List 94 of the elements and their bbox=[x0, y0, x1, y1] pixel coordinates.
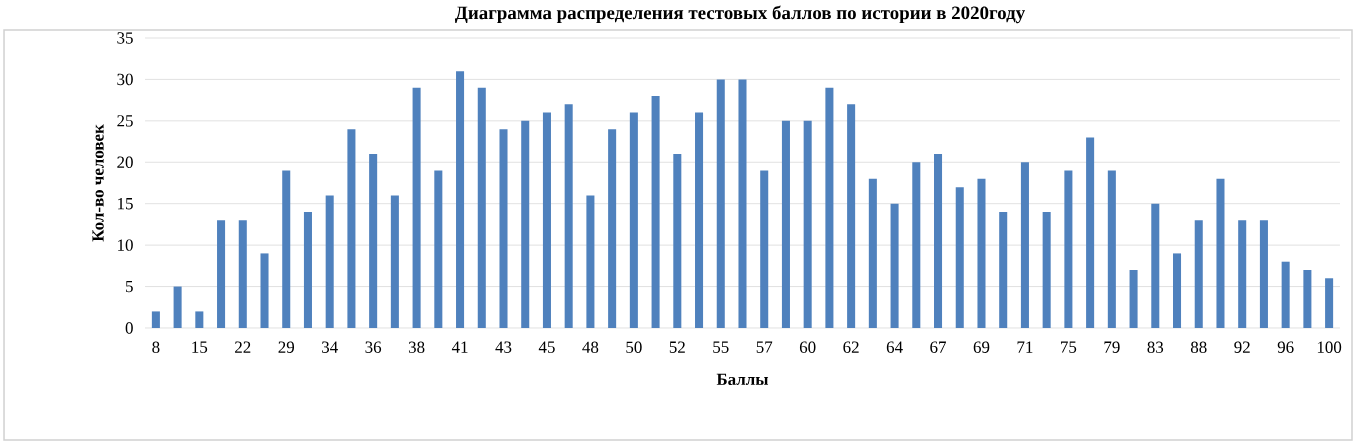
x-tick-label: 55 bbox=[713, 341, 729, 353]
x-tick-label: 52 bbox=[669, 341, 685, 353]
bar bbox=[651, 95, 660, 328]
bar bbox=[325, 195, 334, 328]
bar bbox=[260, 253, 269, 328]
bar bbox=[1064, 170, 1073, 328]
x-tick-label: 60 bbox=[799, 341, 816, 353]
bar bbox=[955, 187, 964, 328]
bar bbox=[738, 79, 747, 328]
bar bbox=[608, 129, 617, 328]
x-tick-label: 62 bbox=[843, 341, 859, 353]
x-tick-label: 45 bbox=[538, 341, 555, 353]
y-tick-label: 20 bbox=[117, 156, 133, 168]
x-tick-label: 43 bbox=[495, 341, 512, 353]
bar bbox=[847, 104, 856, 328]
x-tick-label: 83 bbox=[1147, 341, 1164, 353]
bar bbox=[1194, 220, 1203, 328]
bar bbox=[1303, 269, 1312, 328]
bar bbox=[564, 104, 573, 328]
bar bbox=[673, 153, 682, 328]
x-tick-label: 96 bbox=[1277, 341, 1294, 353]
bar bbox=[542, 112, 551, 328]
x-tick-label: 50 bbox=[626, 341, 642, 353]
bar bbox=[195, 311, 204, 328]
bar bbox=[825, 87, 834, 328]
x-tick-label: 92 bbox=[1234, 341, 1250, 353]
x-tick-label: 71 bbox=[1017, 341, 1033, 353]
x-tick-label: 22 bbox=[235, 341, 251, 353]
bar bbox=[1107, 170, 1116, 328]
x-tick-label: 29 bbox=[278, 341, 295, 353]
bar bbox=[1173, 253, 1182, 328]
bar bbox=[586, 195, 595, 328]
bar bbox=[977, 178, 986, 328]
bar bbox=[695, 112, 704, 328]
bar bbox=[434, 170, 443, 328]
y-tick-label: 25 bbox=[117, 115, 133, 127]
bar bbox=[890, 203, 899, 328]
bar bbox=[1281, 261, 1290, 328]
bar bbox=[912, 162, 921, 328]
y-tick-label: 10 bbox=[118, 239, 133, 251]
x-tick-label: 41 bbox=[451, 341, 468, 353]
x-tick-label: 75 bbox=[1061, 341, 1077, 353]
bar bbox=[521, 120, 530, 328]
bar bbox=[629, 112, 638, 328]
x-tick-label: 67 bbox=[930, 341, 947, 353]
x-axis-title: Баллы bbox=[716, 373, 769, 386]
x-tick-label: 100 bbox=[1317, 341, 1342, 353]
x-tick-label: 36 bbox=[365, 341, 382, 353]
x-tick-label: 79 bbox=[1104, 341, 1120, 353]
bar bbox=[803, 120, 812, 328]
bar bbox=[934, 153, 943, 328]
bar bbox=[1216, 178, 1225, 328]
bar bbox=[868, 178, 877, 328]
x-tick-label: 57 bbox=[756, 341, 773, 353]
bar bbox=[999, 211, 1008, 328]
x-tick-label: 64 bbox=[886, 341, 903, 353]
bar bbox=[1151, 203, 1160, 328]
bar bbox=[347, 129, 356, 328]
y-tick-label: 30 bbox=[117, 73, 133, 86]
bar bbox=[412, 87, 421, 328]
x-tick-label: 34 bbox=[322, 341, 338, 353]
bar bbox=[1042, 211, 1051, 328]
bar bbox=[173, 286, 182, 328]
bar bbox=[716, 79, 725, 328]
bar bbox=[1020, 162, 1029, 328]
bar bbox=[781, 120, 790, 328]
bar bbox=[282, 170, 291, 328]
bar bbox=[760, 170, 769, 328]
x-tick-label: 88 bbox=[1190, 341, 1207, 353]
bar bbox=[238, 220, 247, 328]
x-tick-label: 8 bbox=[152, 341, 160, 353]
y-axis-title: Кол-во человек bbox=[92, 124, 104, 242]
bar bbox=[151, 311, 160, 328]
x-tick-label: 48 bbox=[582, 341, 599, 353]
y-tick-label: 35 bbox=[117, 32, 133, 44]
bar bbox=[1238, 220, 1247, 328]
bar bbox=[217, 220, 226, 328]
y-tick-label: 15 bbox=[118, 198, 133, 210]
y-tick-label: 5 bbox=[126, 280, 133, 293]
x-tick-label: 15 bbox=[192, 341, 208, 353]
bar bbox=[369, 153, 378, 328]
bar bbox=[1259, 220, 1268, 328]
bar bbox=[477, 87, 486, 328]
bar bbox=[499, 129, 508, 328]
bar bbox=[1325, 278, 1334, 328]
bar bbox=[1129, 269, 1138, 328]
bar bbox=[1086, 137, 1095, 328]
x-tick-label: 69 bbox=[973, 341, 990, 353]
bar bbox=[303, 211, 312, 328]
bar bbox=[456, 71, 465, 328]
chart-title: Диаграмма распределения тестовых баллов по истории в 2020году bbox=[454, 5, 1025, 24]
x-tick-label: 38 bbox=[408, 341, 425, 353]
y-tick-label: 0 bbox=[125, 322, 133, 334]
bar bbox=[390, 195, 399, 328]
